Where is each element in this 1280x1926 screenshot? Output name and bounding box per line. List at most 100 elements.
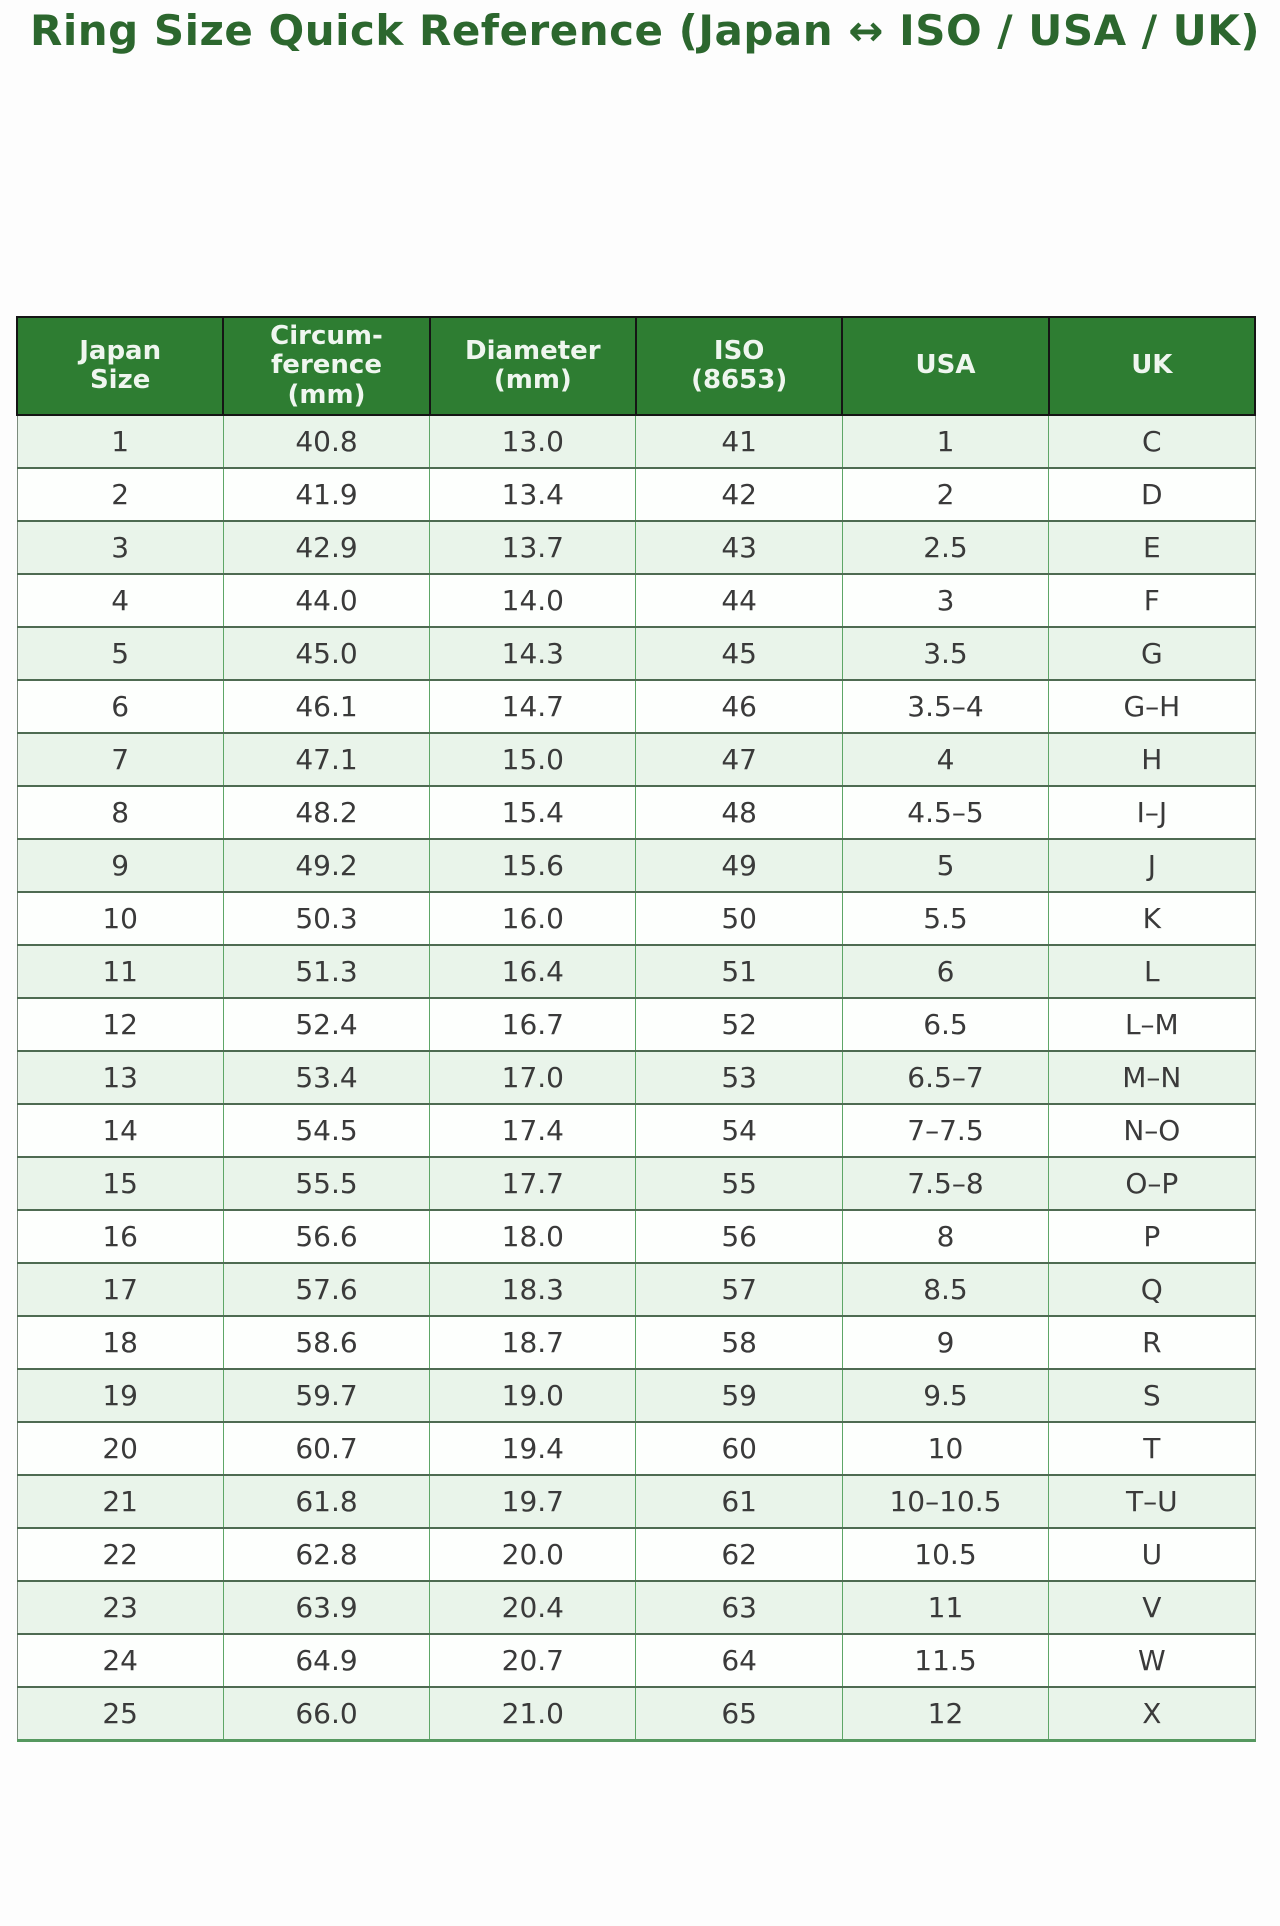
table-cell: 20: [16, 1421, 224, 1476]
table-cell: V: [1048, 1580, 1256, 1635]
table-row: 25 66.0 21.0 65 12 X: [16, 1686, 1256, 1742]
column-header-usa: USA: [841, 316, 1050, 416]
table-row: 7 47.1 15.0 47 4 H: [16, 732, 1256, 787]
table-cell: 59.7: [222, 1368, 431, 1423]
table-cell: R: [1048, 1315, 1256, 1370]
table-cell: 6.5: [841, 997, 1050, 1052]
table-cell: 17.0: [429, 1050, 637, 1105]
table-row: 24 64.9 20.7 64 11.5 W: [16, 1633, 1256, 1688]
table-cell: Q: [1048, 1262, 1256, 1317]
table-cell: 20.0: [429, 1527, 637, 1582]
table-row: 17 57.6 18.3 57 8.5 Q: [16, 1262, 1256, 1317]
table-cell: T: [1048, 1421, 1256, 1476]
table-cell: 3.5: [841, 626, 1050, 681]
table-cell: 14.7: [429, 679, 637, 734]
table-cell: 51.3: [222, 944, 431, 999]
table-cell: 13: [16, 1050, 224, 1105]
table-cell: 1: [841, 414, 1050, 469]
table-cell: 47: [635, 732, 843, 787]
table-cell: 21.0: [429, 1686, 637, 1742]
table-row: 9 49.2 15.6 49 5 J: [16, 838, 1256, 893]
table-cell: 10–10.5: [841, 1474, 1050, 1529]
table-cell: 63.9: [222, 1580, 431, 1635]
table-cell: 65: [635, 1686, 843, 1742]
table-cell: 10: [16, 891, 224, 946]
table-cell: 52.4: [222, 997, 431, 1052]
table-cell: 16: [16, 1209, 224, 1264]
table-cell: 2: [16, 467, 224, 522]
table-cell: 46.1: [222, 679, 431, 734]
table-row: 8 48.2 15.4 48 4.5–5 I–J: [16, 785, 1256, 840]
table-cell: 10.5: [841, 1527, 1050, 1582]
table-cell: 7.5–8: [841, 1156, 1050, 1211]
table-cell: 42: [635, 467, 843, 522]
table-cell: 6.5–7: [841, 1050, 1050, 1105]
table-cell: 4: [841, 732, 1050, 787]
table-row: 2 41.9 13.4 42 2 D: [16, 467, 1256, 522]
table-row: 1 40.8 13.0 41 1 C: [16, 414, 1256, 469]
table-cell: 61: [635, 1474, 843, 1529]
table-cell: 7: [16, 732, 224, 787]
table-row: 15 55.5 17.7 55 7.5–8 O–P: [16, 1156, 1256, 1211]
table-cell: 48.2: [222, 785, 431, 840]
table-cell: 13.4: [429, 467, 637, 522]
table-cell: 17: [16, 1262, 224, 1317]
table-cell: 60.7: [222, 1421, 431, 1476]
table-row: 4 44.0 14.0 44 3 F: [16, 573, 1256, 628]
table-head: Japan Size Circum- ference (mm) Diameter (…: [15, 316, 1257, 416]
table-cell: 54.5: [222, 1103, 431, 1158]
table-row: 11 51.3 16.4 51 6 L: [16, 944, 1256, 999]
table-cell: 56: [635, 1209, 843, 1264]
table-cell: U: [1048, 1527, 1256, 1582]
table-cell: 19.7: [429, 1474, 637, 1529]
table-cell: 6: [841, 944, 1050, 999]
table-row: 10 50.3 16.0 50 5.5 K: [16, 891, 1256, 946]
column-header-uk: UK: [1047, 316, 1257, 416]
table-cell: T–U: [1048, 1474, 1256, 1529]
table-cell: 5.5: [841, 891, 1050, 946]
table-cell: 20.7: [429, 1633, 637, 1688]
table-cell: 60: [635, 1421, 843, 1476]
table-cell: 48: [635, 785, 843, 840]
table-cell: 49: [635, 838, 843, 893]
table-cell: N–O: [1048, 1103, 1256, 1158]
table-cell: 11: [16, 944, 224, 999]
table-cell: 47.1: [222, 732, 431, 787]
table-row: 16 56.6 18.0 56 8 P: [16, 1209, 1256, 1264]
table-body: 1 40.8 13.0 41 1 C 2 41.9 13.4 42 2 D 3 42.9 13.7 43 2.5…: [16, 414, 1256, 1742]
table-cell: 46: [635, 679, 843, 734]
table-cell: G: [1048, 626, 1256, 681]
table-cell: 59: [635, 1368, 843, 1423]
table-cell: 16.7: [429, 997, 637, 1052]
table-cell: 42.9: [222, 520, 431, 575]
table-cell: 56.6: [222, 1209, 431, 1264]
table-cell: 15: [16, 1156, 224, 1211]
table-cell: 15.6: [429, 838, 637, 893]
table-header-row: Japan Size Circum- ference (mm) Diameter (…: [15, 316, 1257, 416]
table-row: 12 52.4 16.7 52 6.5 L–M: [16, 997, 1256, 1052]
table-cell: 52: [635, 997, 843, 1052]
table-row: 20 60.7 19.4 60 10 T: [16, 1421, 1256, 1476]
table-cell: 64: [635, 1633, 843, 1688]
table-cell: 3.5–4: [841, 679, 1050, 734]
table-cell: 14: [16, 1103, 224, 1158]
table-cell: 40.8: [222, 414, 431, 469]
table-cell: 62: [635, 1527, 843, 1582]
table-cell: F: [1048, 573, 1256, 628]
table-row: 19 59.7 19.0 59 9.5 S: [16, 1368, 1256, 1423]
table-cell: 3: [16, 520, 224, 575]
table-cell: D: [1048, 467, 1256, 522]
table-cell: 14.0: [429, 573, 637, 628]
table-cell: 2.5: [841, 520, 1050, 575]
table-cell: 44.0: [222, 573, 431, 628]
table-cell: 20.4: [429, 1580, 637, 1635]
table-row: 5 45.0 14.3 45 3.5 G: [16, 626, 1256, 681]
table-cell: 14.3: [429, 626, 637, 681]
table-cell: 10: [841, 1421, 1050, 1476]
table-row: 3 42.9 13.7 43 2.5 E: [16, 520, 1256, 575]
table-cell: 55: [635, 1156, 843, 1211]
table-cell: 53.4: [222, 1050, 431, 1105]
table-cell: X: [1048, 1686, 1256, 1742]
table-cell: 66.0: [222, 1686, 431, 1742]
table-cell: L: [1048, 944, 1256, 999]
